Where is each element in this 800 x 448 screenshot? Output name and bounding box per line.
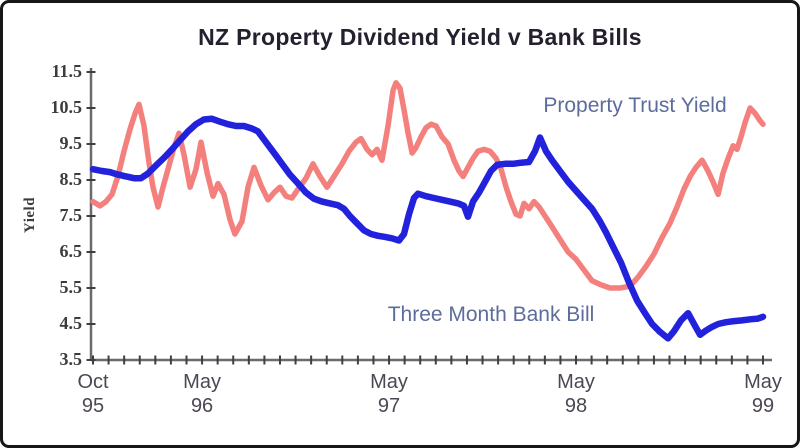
- y-tick-label: 3.5: [59, 349, 83, 369]
- x-tick-label: May 97: [370, 371, 408, 417]
- y-tick-label: 7.5: [59, 205, 83, 225]
- chart-title: NZ Property Dividend Yield v Bank Bills: [198, 24, 642, 50]
- x-tick-label: May 96: [183, 371, 221, 417]
- y-tick-label: 5.5: [59, 277, 83, 297]
- series-line-property-trust-yield: [90, 80, 766, 291]
- x-tick-label: Oct 95: [77, 371, 109, 417]
- y-tick-label: 9.5: [59, 133, 83, 153]
- three-month-bank-bill-label: Three Month Bank Bill: [387, 303, 595, 326]
- y-tick-label: 4.5: [59, 313, 83, 333]
- y-tick-label: 11.5: [51, 61, 82, 81]
- series-line-three-month-bank-bill: [89, 115, 767, 342]
- x-tick-label: May 98: [557, 371, 595, 417]
- x-tick-label: May 99: [744, 371, 782, 417]
- y-tick-label: 8.5: [59, 169, 83, 189]
- y-tick-label: 6.5: [59, 241, 83, 261]
- property-trust-yield-label: Property Trust Yield: [543, 94, 727, 117]
- y-tick-label: 10.5: [50, 97, 83, 117]
